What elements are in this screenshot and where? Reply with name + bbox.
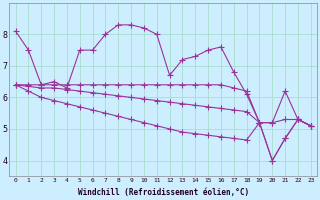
X-axis label: Windchill (Refroidissement éolien,°C): Windchill (Refroidissement éolien,°C) (78, 188, 249, 197)
